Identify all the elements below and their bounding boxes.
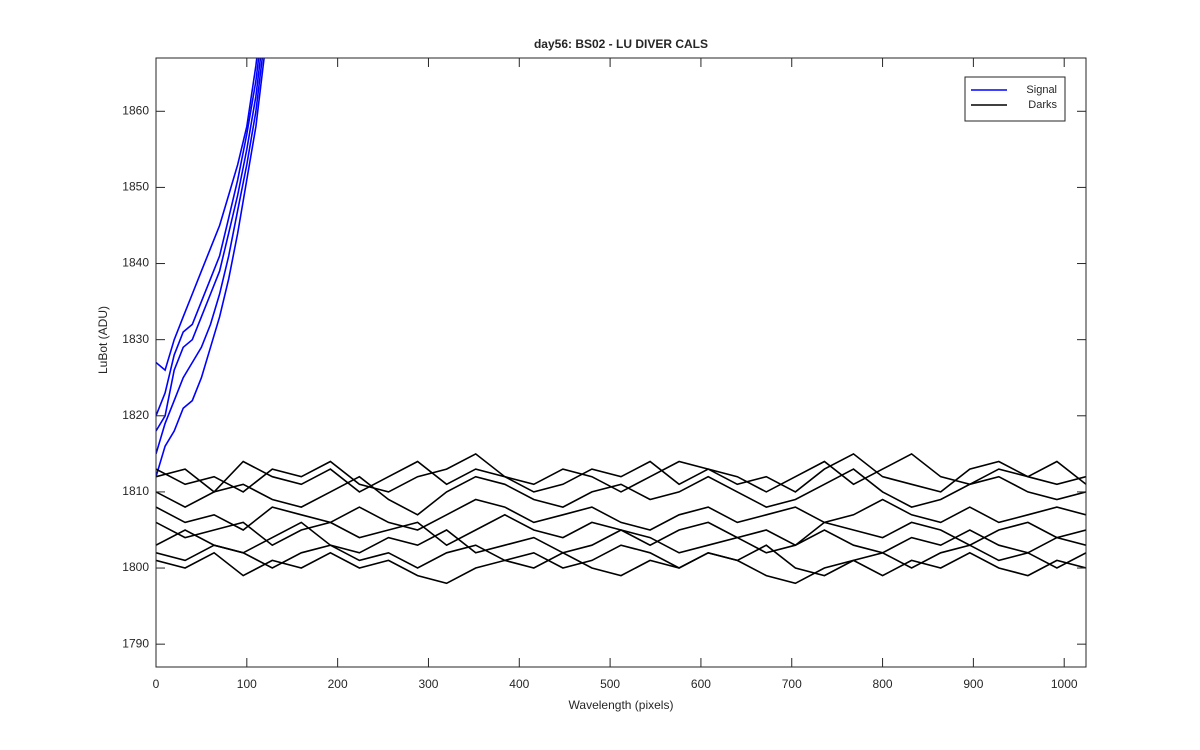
data-line (156, 58, 258, 372)
x-tick-label: 200 (328, 677, 348, 691)
x-tick-label: 300 (418, 677, 438, 691)
y-tick-label: 1800 (122, 560, 149, 574)
legend-label: Darks (1028, 99, 1057, 111)
data-line (156, 58, 260, 417)
y-axis-label: LuBot (ADU) (96, 306, 110, 374)
y-tick-label: 1860 (122, 103, 149, 117)
x-tick-label: 700 (782, 677, 802, 691)
y-tick-label: 1820 (122, 408, 149, 422)
legend-box (964, 76, 1066, 122)
x-tick-label: 1000 (1051, 677, 1078, 691)
y-tick-label: 1840 (122, 256, 149, 270)
x-axis-label: Wavelength (pixels) (569, 698, 674, 712)
x-tick-label: 0 (153, 677, 160, 691)
chart-title: day56: BS02 - LU DIVER CALS (534, 37, 708, 51)
x-tick-label: 800 (873, 677, 893, 691)
x-tick-label: 500 (600, 677, 620, 691)
y-tick-label: 1850 (122, 180, 149, 194)
data-line (156, 58, 262, 432)
data-line (156, 452, 1086, 493)
y-tick-label: 1830 (122, 332, 149, 346)
y-tick-label: 1810 (122, 484, 149, 498)
x-tick-label: 600 (691, 677, 711, 691)
data-line (156, 498, 1086, 531)
plot-area (156, 58, 1086, 585)
x-tick-label: 100 (237, 677, 257, 691)
data-line (156, 58, 265, 477)
legend-label: Signal (1026, 84, 1057, 96)
data-line (156, 521, 1086, 554)
x-tick-label: 400 (509, 677, 529, 691)
x-tick-label: 900 (963, 677, 983, 691)
data-line (156, 544, 1086, 577)
data-line (156, 551, 1086, 585)
y-tick-label: 1790 (122, 636, 149, 650)
data-line (156, 58, 264, 455)
data-line (156, 468, 1086, 516)
axes-box (155, 57, 1087, 668)
data-line (156, 452, 1086, 493)
